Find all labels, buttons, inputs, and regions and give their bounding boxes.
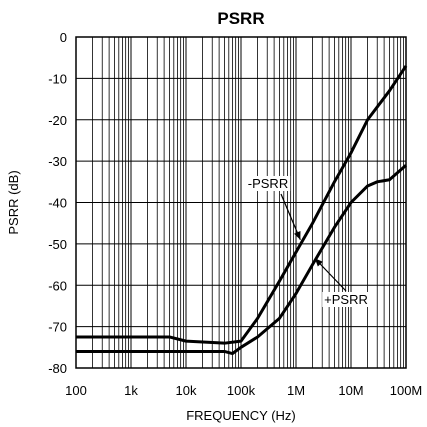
series-line-minus-psrr bbox=[76, 65, 408, 345]
x-axis-label: FREQUENCY (Hz) bbox=[186, 408, 296, 423]
x-tick-label: 1k bbox=[124, 383, 138, 398]
annotation-arrowhead bbox=[294, 231, 301, 240]
y-tick-label: -40 bbox=[48, 196, 67, 211]
y-tick-label: -60 bbox=[48, 278, 67, 293]
y-tick-label: -30 bbox=[48, 154, 67, 169]
y-tick-label: -50 bbox=[48, 237, 67, 252]
grid bbox=[75, 36, 406, 369]
annotation-label: +PSRR bbox=[324, 292, 368, 307]
x-tick-label: 100 bbox=[65, 383, 87, 398]
y-tick-label: -70 bbox=[48, 320, 67, 335]
annotation-label: -PSRR bbox=[248, 176, 288, 191]
x-tick-label: 100k bbox=[227, 383, 256, 398]
x-tick-label: 100M bbox=[390, 383, 423, 398]
annotations: -PSRR +PSRR bbox=[245, 176, 370, 307]
tick-labels: 100 1k 10k 100k 1M 10M 100M 0 -10 -20 -30 -40 -50 -60… bbox=[48, 30, 422, 398]
y-tick-label: 0 bbox=[60, 30, 67, 45]
x-tick-label: 1M bbox=[287, 383, 305, 398]
series-lines bbox=[76, 65, 408, 356]
plot-frame bbox=[75, 36, 407, 369]
y-tick-label: -20 bbox=[48, 113, 67, 128]
y-tick-label: -80 bbox=[48, 361, 67, 376]
chart-title: PSRR bbox=[217, 9, 264, 28]
series-line-plusminus-psrr bbox=[76, 164, 407, 356]
annotation-leader bbox=[280, 193, 301, 240]
annotation-label-bg bbox=[245, 176, 291, 191]
annotation-arrowhead bbox=[314, 258, 323, 267]
y-axis-label: PSRR (dB) bbox=[6, 170, 21, 234]
annotation-label-bg bbox=[322, 292, 370, 307]
x-tick-label: 10M bbox=[338, 383, 363, 398]
y-tick-label: -10 bbox=[48, 71, 67, 86]
x-tick-label: 10k bbox=[176, 383, 197, 398]
